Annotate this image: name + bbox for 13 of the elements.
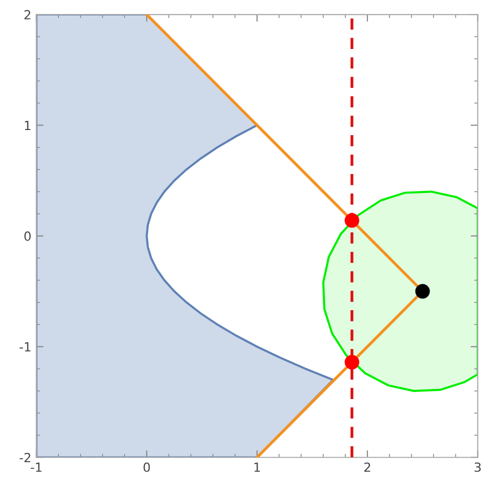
point <box>415 284 430 299</box>
x-tick-label: 0 <box>144 462 150 472</box>
x-tick-label: 1 <box>254 462 260 472</box>
point <box>344 354 360 370</box>
y-tick-label: 1 <box>24 120 30 130</box>
point <box>344 213 360 228</box>
x-tick-label: 3 <box>474 462 481 472</box>
x-tick-label: 2 <box>364 462 370 472</box>
y-tick-label: -2 <box>20 452 30 462</box>
y-tick-label: 0 <box>24 231 31 241</box>
y-tick-label: 2 <box>24 10 30 20</box>
y-tick-label: -1 <box>20 342 30 352</box>
x-tick-label: -1 <box>30 462 42 472</box>
